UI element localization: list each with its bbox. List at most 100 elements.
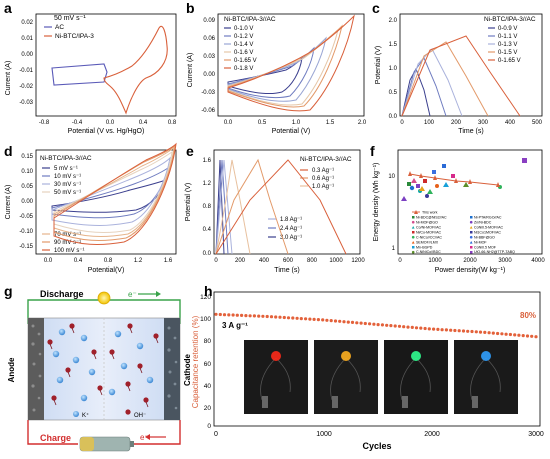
scatter-point (522, 158, 527, 163)
retention-point (432, 327, 436, 331)
retention-point (525, 334, 530, 338)
legend-item: 100 mV s⁻¹ (54, 248, 85, 254)
plot-frame (397, 149, 543, 255)
retention-point (457, 329, 461, 333)
y-tick: 20 (204, 405, 212, 412)
x-tick: 1000 (329, 258, 343, 264)
oh-ion-label: OH⁻ (134, 413, 146, 419)
retention-point (453, 328, 457, 333)
x-tick: 1.5 (326, 120, 335, 126)
scatter-point (425, 194, 429, 198)
cv-curve-ni-btc (103, 25, 168, 115)
legend-item: 0.6 Ag⁻¹ (312, 176, 334, 182)
led-glow-icon (481, 351, 491, 361)
scatter-point (451, 174, 455, 178)
anode-texture (31, 324, 42, 412)
legend-item: 0-1.65 V (234, 58, 257, 64)
retention-point (363, 321, 367, 326)
scatter-point (419, 173, 423, 178)
x-tick: 400 (259, 258, 270, 264)
retention-point (483, 330, 487, 334)
battery-terminal (130, 441, 134, 447)
legend-item: Ni/Co-MOF//AC (416, 231, 442, 235)
legend-item: Mn-BGPD (416, 246, 433, 250)
retention-point (316, 318, 320, 322)
scatter-point (454, 178, 458, 183)
y-tick: 0.09 (203, 18, 215, 24)
y-tick: 100 (200, 316, 211, 323)
legend-top: 0.3 Ag⁻¹ 0.6 Ag⁻¹ 1.0 Ag⁻¹ (300, 168, 334, 190)
retention-point (329, 319, 333, 323)
retention-point (513, 333, 517, 337)
x-tick: -0.8 (39, 120, 50, 126)
x-tick: 1.2 (134, 258, 143, 264)
plot-frame (35, 13, 177, 117)
gcd-curve (215, 159, 347, 255)
panel-letter: a (4, 0, 12, 16)
retention-point (436, 327, 440, 331)
x-tick: 0 (214, 258, 218, 264)
retention-point (222, 313, 227, 317)
y-tick: 0.0 (389, 114, 398, 120)
x-tick: 3000 (498, 258, 512, 264)
legend-ni: Ni-BTC/IPA-3 (55, 33, 94, 40)
legend-item: 0-1.8 V (234, 66, 253, 72)
x-tick: 0.8 (168, 120, 177, 126)
panel-letter: f (370, 143, 375, 159)
retention-point (521, 334, 525, 338)
x-tick: 1.6 (164, 258, 173, 264)
x-tick: 500 (532, 120, 543, 126)
legend-item: 0.3 Ag⁻¹ (312, 168, 334, 174)
panel-letter: b (186, 0, 195, 16)
retention-point (265, 314, 269, 319)
literature-points (401, 158, 527, 201)
retention-point (402, 325, 406, 329)
retention-point (338, 319, 342, 323)
retention-point (423, 326, 427, 331)
light-bulb-icon (97, 291, 111, 305)
y-axis-label: Potential (V) (375, 46, 382, 85)
x-tick: -0.4 (72, 120, 83, 126)
y-axis-label: Capacitance retention (%) (191, 315, 200, 408)
chart-title: Ni-BTC/IPA-3//AC (224, 16, 276, 23)
retention-point (410, 325, 414, 329)
retention-point (530, 334, 534, 338)
gcd-curve (215, 159, 251, 255)
x-tick: 800 (307, 258, 318, 264)
plot-frame (213, 291, 541, 427)
retention-point (231, 313, 235, 317)
x-tick: 0.4 (74, 258, 83, 264)
x-tick: 0.8 (104, 258, 113, 264)
y-tick: 0.05 (21, 184, 33, 190)
retention-point (478, 330, 483, 334)
legend-item: 30 mV s⁻¹ (54, 182, 81, 188)
retention-point (342, 320, 346, 324)
retention-point (291, 316, 295, 320)
k-ions (52, 328, 154, 402)
legend-item: UiO-66-NH2@TTP-TABQ (474, 250, 515, 254)
y-tick: -0.01 (19, 68, 33, 74)
legend-item: 50 mV s⁻¹ (54, 190, 81, 196)
retention-point (496, 331, 500, 336)
y-axis-label: Current (A) (187, 53, 194, 88)
x-tick: 100 (424, 120, 435, 126)
retention-point (368, 322, 372, 326)
cv-curves (227, 14, 355, 112)
legend-item: 3.0 Ag⁻¹ (280, 235, 302, 241)
legend-top: 5 mV s⁻¹ 10 mV s⁻¹ 30 mV s⁻¹ 50 mV s⁻¹ (42, 166, 81, 196)
retention-point (466, 329, 470, 333)
y-tick: -0.03 (201, 90, 215, 96)
battery-clip (332, 396, 338, 408)
x-tick: 1200 (351, 258, 365, 264)
retention-point (282, 315, 286, 320)
x-tick: 0.4 (139, 120, 148, 126)
retention-point (304, 317, 308, 321)
legend-item: 90 mV s⁻¹ (54, 240, 81, 246)
y-tick: 0.0 (203, 251, 212, 257)
cv-curve (51, 156, 171, 226)
retention-point (444, 328, 448, 332)
x-axis-label: Potential (V vs. Hg/HgO) (68, 128, 145, 135)
panel-e: e Ni-BTC/IPA-3//AC 0.3 Ag⁻¹ 0.6 Ag⁻¹ 1.0… (185, 143, 365, 274)
battery-clip (472, 396, 478, 408)
